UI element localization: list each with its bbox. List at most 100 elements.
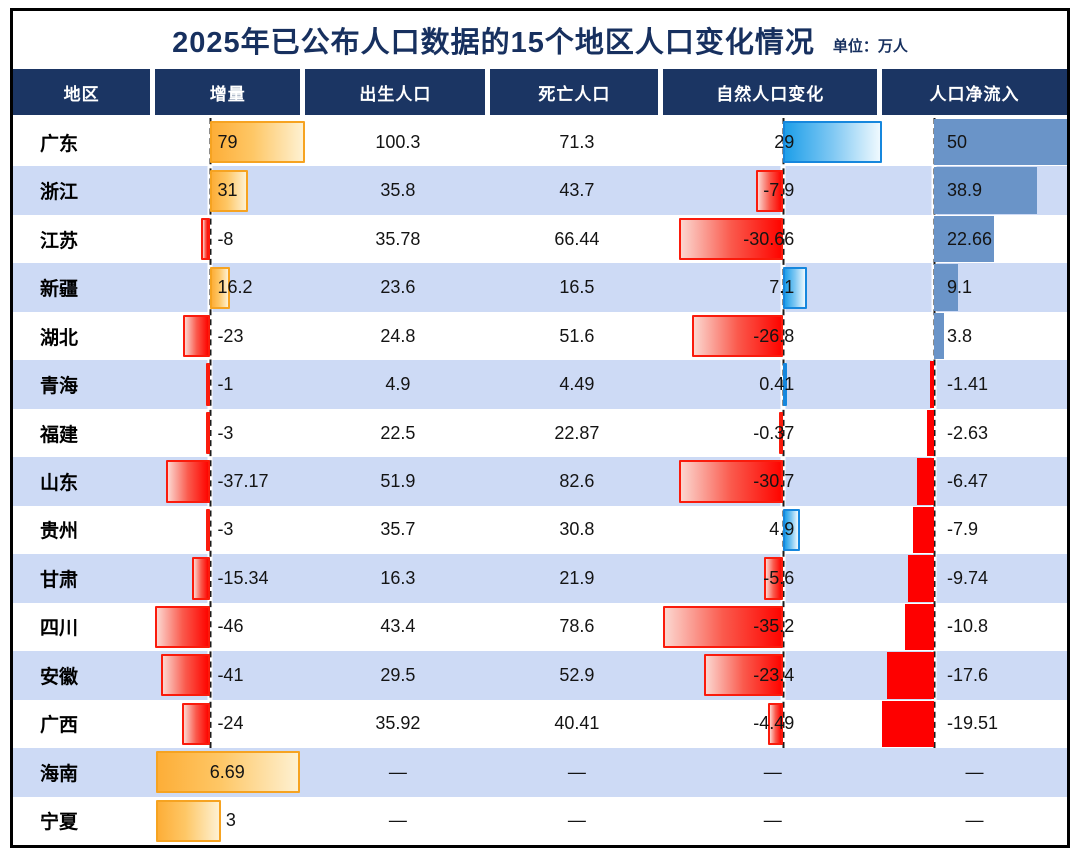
page-title: 2025年已公布人口数据的15个地区人口变化情况 [172,26,815,59]
header-deaths: 死亡人口 [490,69,664,115]
births-cell: 24.8 [380,325,416,346]
deaths-cell: 66.44 [554,228,600,249]
table-row: 新疆 16.2 23.6 16.5 7.1 9.1 [13,263,1067,312]
net-cell: 50 [882,118,1067,166]
natural-cell: -30.66 [663,215,882,263]
region-label: 甘肃 [40,569,79,591]
delta-value: -15.34 [217,567,269,588]
net-cell: — [965,810,984,831]
region-label: 江苏 [40,230,79,252]
deaths-cell: 52.9 [559,664,595,685]
delta-bar [206,508,211,552]
deaths-cell: 71.3 [559,131,595,152]
natural-cell: -4.49 [663,700,882,748]
region-label: 福建 [40,424,79,446]
region-label: 海南 [40,763,79,785]
net-value: 38.9 [946,180,983,201]
header-delta: 增量 [155,69,306,115]
natural-cell: 7.1 [663,263,882,311]
births-cell: 43.4 [380,616,416,637]
region-label: 贵州 [40,521,79,543]
delta-cell: -37.17 [155,457,305,505]
net-cell: 22.66 [882,215,1067,263]
natural-bar [768,702,784,745]
region-label: 广东 [40,133,79,155]
net-bar [905,603,934,651]
births-cell: 29.5 [380,664,416,685]
delta-bar [200,218,211,261]
births-cell: 4.9 [385,374,411,395]
net-value: -1.41 [946,374,988,395]
delta-cell: -46 [155,603,305,651]
net-cell: 9.1 [882,263,1067,311]
births-cell: 35.8 [380,180,416,201]
region-label: 新疆 [40,279,79,301]
deaths-cell: 22.87 [554,422,600,443]
natural-bar [678,460,784,503]
net-bar [929,361,934,408]
delta-cell: 31 [155,166,305,214]
header-natural: 自然人口变化 [663,69,883,115]
net-value: -6.47 [946,471,988,492]
delta-bar [182,315,211,358]
net-bar [882,700,934,748]
deaths-cell: 21.9 [559,567,595,588]
table-row: 浙江 31 35.8 43.7 -7.9 38.9 [13,166,1067,215]
natural-cell: 29 [663,118,883,166]
delta-value: -37.17 [217,471,269,492]
net-value: 3.8 [946,325,972,346]
region-label: 四川 [40,618,79,640]
table-row: 青海 -1 4.9 4.49 0.41 -1.41 [13,360,1067,409]
region-cell: 海南 [13,748,155,796]
region-cell: 甘肃 [13,554,155,602]
table-row: 山东 -37.17 51.9 82.6 -30.7 -6.47 [13,457,1067,506]
delta-cell: -24 [155,700,305,748]
region-cell: 山东 [13,457,155,505]
net-bar [916,458,934,505]
delta-bar [192,557,211,600]
natural-bar [783,266,808,309]
natural-bar [703,654,784,697]
title-band: 2025年已公布人口数据的15个地区人口变化情况 单位：万人 [13,11,1067,68]
header-net: 人口净流入 [882,69,1067,115]
table-row: 广西 -24 35.92 40.41 -4.49 -19.51 [13,700,1067,748]
natural-value: -4.49 [753,713,795,734]
natural-bar [692,315,784,358]
natural-bar [678,218,784,261]
table-row: 甘肃 -15.34 16.3 21.9 -5.6 -9.74 [13,554,1067,603]
births-cell: 16.3 [380,567,416,588]
region-cell: 安徽 [13,651,155,699]
natural-value: -23.4 [753,664,795,685]
population-table: 2025年已公布人口数据的15个地区人口变化情况 单位：万人 地区 增量 出生人… [10,8,1070,848]
net-bar [933,264,959,311]
net-bar [912,506,934,554]
delta-value: -3 [217,519,234,540]
births-cell: — [388,761,407,782]
natural-bar [756,169,784,212]
delta-bar [165,460,211,503]
deaths-cell: 51.6 [559,325,595,346]
deaths-cell: 40.41 [554,713,600,734]
delta-value: 6.69 [209,761,245,782]
region-cell: 青海 [13,360,155,408]
deaths-cell: 4.49 [559,374,595,395]
natural-bar [783,363,788,406]
net-value: 50 [946,131,967,152]
delta-bar [206,363,211,406]
natural-bar [663,605,784,648]
region-label: 安徽 [40,666,79,688]
delta-value: 79 [217,131,238,152]
baseline-delta [207,118,213,749]
header-region: 地区 [13,69,156,115]
delta-bar [156,751,301,794]
table-body: 广东 79 100.3 71.3 29 50 浙江 31 35.8 43.7 -7.9 38.9 江苏 -… [13,118,1067,845]
region-cell: 广东 [13,118,155,166]
births-cell: 35.78 [375,228,421,249]
net-cell: -7.9 [882,506,1067,554]
baseline-natural [780,118,786,749]
net-bar [927,409,934,457]
delta-value: -23 [217,325,244,346]
delta-cell: -3 [155,506,305,554]
table-row: 海南 6.69 — — — — [13,748,1067,797]
region-cell: 宁夏 [13,797,155,845]
